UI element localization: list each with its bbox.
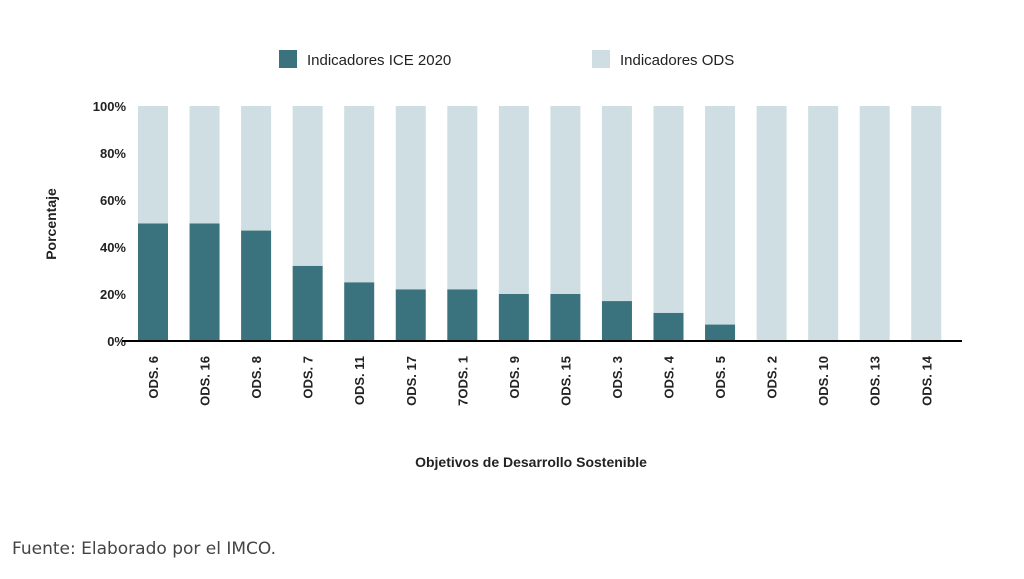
- x-tick-label: ODS. 7: [301, 356, 316, 399]
- bar-segment-ods: [705, 106, 736, 325]
- x-tick-label: ODS. 15: [558, 356, 573, 406]
- x-axis-label: Objetivos de Desarrollo Sostenible: [415, 454, 647, 470]
- x-tick-label: ODS. 4: [662, 355, 677, 398]
- bar-segment-ods: [292, 106, 323, 266]
- bar-segment-ice: [447, 289, 478, 341]
- bar-segment-ods: [498, 106, 529, 294]
- bar-segment-ods: [653, 106, 684, 313]
- bar-segment-ice: [241, 230, 272, 341]
- bar-segment-ods: [447, 106, 478, 290]
- x-tick-label: ODS. 8: [249, 356, 264, 399]
- y-tick-label: 20%: [100, 287, 126, 302]
- bar-segment-ice: [395, 289, 426, 341]
- bar-segment-ice: [138, 223, 168, 341]
- bar-segment-ods: [241, 106, 272, 231]
- bar-segment-ice: [601, 301, 632, 341]
- bar-segment-ods: [911, 106, 942, 341]
- bar-segment-ods: [601, 106, 632, 302]
- bar-segment-ods: [189, 106, 220, 224]
- x-tick-label: ODS. 6: [146, 356, 161, 399]
- legend-swatch: [279, 50, 297, 68]
- bar-segment-ice: [292, 265, 323, 341]
- x-tick-label: ODS. 14: [919, 355, 934, 406]
- bar-segment-ice: [653, 312, 684, 341]
- bar-segment-ice: [550, 294, 581, 341]
- bar-segment-ice: [705, 324, 736, 341]
- bar-segment-ods: [808, 106, 839, 341]
- legend-swatch: [592, 50, 610, 68]
- stacked-bar-chart: Indicadores ICE 2020 Indicadores ODS 0% 20%…: [43, 50, 962, 470]
- x-tick-label: ODS. 11: [352, 356, 367, 405]
- legend-label: Indicadores ICE 2020: [307, 52, 451, 69]
- bar-segment-ods: [138, 106, 168, 224]
- x-tick-label: ODS. 5: [713, 356, 728, 399]
- y-tick-label: 60%: [100, 193, 126, 208]
- legend-label: Indicadores ODS: [620, 52, 734, 69]
- x-tick-label: 7ODS. 1: [455, 356, 470, 406]
- bar-segment-ice: [344, 282, 375, 341]
- x-tick-label: ODS. 2: [765, 356, 780, 399]
- y-tick-label: 0%: [107, 334, 126, 349]
- x-tick-label: ODS. 16: [198, 356, 213, 406]
- y-tick-label: 80%: [100, 146, 126, 161]
- bar-segment-ods: [344, 106, 375, 283]
- source-note: Fuente: Elaborado por el IMCO.: [12, 539, 277, 559]
- bar-segment-ods: [550, 106, 581, 294]
- y-axis-label: Porcentaje: [43, 188, 59, 260]
- x-tick-label: ODS. 17: [404, 356, 419, 406]
- x-tick-label: ODS. 9: [507, 356, 522, 399]
- bar-segment-ods: [395, 106, 426, 290]
- x-tick-label: ODS. 10: [816, 356, 831, 406]
- bar-segment-ods: [859, 106, 890, 341]
- y-tick-label: 40%: [100, 240, 126, 255]
- bar-segment-ods: [756, 106, 787, 341]
- y-tick-label: 100%: [93, 99, 127, 114]
- x-tick-label: ODS. 13: [868, 356, 883, 406]
- x-tick-label: ODS. 3: [610, 356, 625, 399]
- bar-segment-ice: [498, 294, 529, 341]
- bar-segment-ice: [189, 223, 220, 341]
